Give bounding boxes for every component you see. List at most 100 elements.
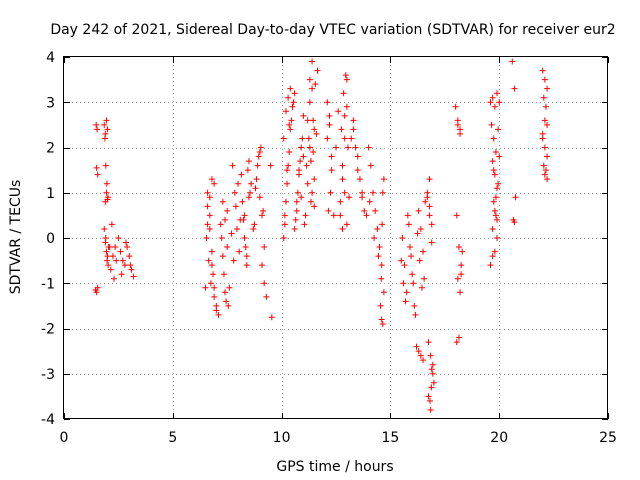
data-point [544, 85, 551, 92]
data-point [284, 180, 291, 187]
data-point [257, 144, 264, 151]
data-point [111, 275, 118, 282]
data-point [337, 212, 344, 219]
data-point [492, 212, 499, 219]
data-point [409, 271, 416, 278]
data-point [225, 302, 232, 309]
data-point [487, 262, 494, 269]
data-point [222, 216, 229, 223]
data-point [348, 135, 355, 142]
data-point [304, 180, 311, 187]
data-point [232, 203, 239, 210]
data-point [341, 135, 348, 142]
data-point [206, 194, 213, 201]
data-point [103, 189, 110, 196]
data-point [489, 225, 496, 232]
data-points [92, 58, 551, 413]
data-point [339, 225, 346, 232]
data-point [380, 289, 387, 296]
data-point [430, 379, 437, 386]
data-point [215, 311, 222, 318]
y-tick-label: 2 [46, 141, 55, 157]
data-point [300, 153, 307, 160]
data-point [366, 198, 373, 205]
data-point [454, 275, 461, 282]
y-tick-label: -3 [41, 367, 55, 383]
data-point [350, 117, 357, 124]
data-point [119, 257, 126, 264]
data-point [490, 198, 497, 205]
data-point [241, 235, 248, 241]
plot-frame [63, 56, 608, 419]
data-point [296, 167, 303, 174]
data-point [211, 293, 218, 300]
data-point [107, 266, 114, 273]
data-point [247, 189, 254, 196]
data-point [496, 153, 503, 160]
data-point [417, 352, 424, 359]
data-point [304, 117, 311, 124]
data-point [427, 406, 434, 413]
data-point [126, 253, 133, 260]
data-point [311, 176, 318, 183]
data-point [541, 76, 548, 83]
data-point [328, 167, 335, 174]
data-point [428, 221, 435, 228]
data-point [369, 189, 376, 196]
data-point [219, 198, 226, 205]
data-point [206, 225, 213, 232]
y-tick-label: 3 [46, 95, 55, 111]
data-point [540, 94, 547, 101]
data-point [420, 248, 427, 255]
data-point [404, 212, 411, 219]
data-point [542, 103, 549, 110]
data-point [229, 162, 236, 169]
data-point [242, 244, 249, 251]
data-point [94, 171, 101, 178]
data-point [311, 203, 318, 210]
data-point [311, 126, 318, 133]
data-point [102, 162, 109, 169]
data-point [379, 320, 386, 327]
data-point [103, 117, 110, 124]
data-point [341, 112, 348, 119]
data-point [411, 302, 418, 309]
data-point [230, 257, 237, 264]
data-point [428, 239, 435, 246]
data-point [208, 248, 215, 255]
data-point [496, 99, 503, 106]
data-point [204, 221, 211, 228]
data-point [243, 253, 250, 260]
data-point [310, 149, 317, 156]
data-point [324, 99, 331, 106]
data-point [103, 248, 110, 255]
data-point [313, 130, 320, 137]
data-point [208, 262, 215, 269]
data-point [259, 212, 266, 219]
data-point [236, 248, 243, 255]
data-point [268, 314, 275, 321]
data-point [263, 293, 270, 300]
data-point [306, 144, 313, 151]
data-point [256, 194, 263, 201]
data-point [414, 230, 421, 237]
data-point [403, 289, 410, 296]
data-point [359, 189, 366, 196]
data-point [452, 103, 459, 110]
data-point [374, 225, 381, 232]
data-point [544, 153, 551, 160]
data-point [260, 207, 267, 214]
data-point [333, 144, 339, 151]
data-point [106, 244, 113, 251]
data-point [248, 180, 255, 187]
data-point [342, 72, 349, 79]
data-point [338, 126, 345, 133]
data-point [130, 273, 137, 280]
data-point [261, 244, 268, 251]
data-point [309, 189, 316, 196]
data-point [413, 343, 420, 350]
data-point [492, 149, 499, 156]
data-point [541, 171, 548, 178]
data-point [244, 167, 251, 174]
data-point [299, 135, 306, 142]
